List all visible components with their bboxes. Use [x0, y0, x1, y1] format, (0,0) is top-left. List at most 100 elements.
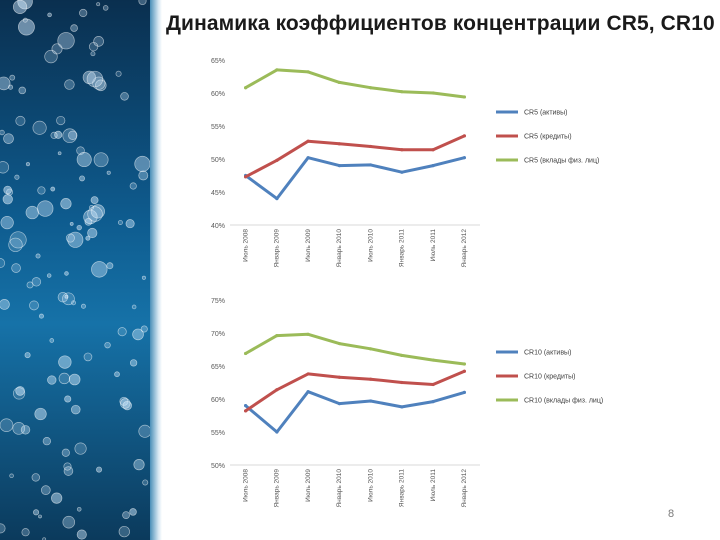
bubble-decoration	[0, 258, 6, 269]
bubble-decoration	[68, 373, 81, 386]
bubble-decoration	[90, 196, 99, 205]
bubble-decoration	[96, 466, 103, 473]
cr5-data-point	[400, 170, 404, 174]
bubble-decoration	[60, 198, 72, 210]
bubble-decoration	[129, 182, 137, 190]
cr5-data-point	[306, 139, 310, 143]
bubble-decoration	[2, 194, 13, 205]
cr10-data-point	[275, 430, 279, 434]
bubble-decoration	[11, 263, 21, 273]
cr5-series-line	[244, 156, 466, 201]
cr5-data-point	[275, 68, 279, 72]
cr5-data-point	[275, 197, 279, 201]
cr10-data-point	[431, 382, 435, 387]
bubble-decoration	[57, 32, 75, 50]
bubble-decoration	[141, 275, 146, 280]
bubble-decoration	[29, 300, 39, 311]
cr10-data-point	[462, 390, 466, 394]
cr5-data-point	[462, 95, 466, 99]
cr10-data-point	[337, 402, 341, 406]
cr10-data-point	[275, 334, 279, 338]
bubble-decoration	[76, 529, 87, 540]
cr5-chart: 65% 60% 55% 50% 45% 40% Июль 2008 Январь 2009 Ию…	[190, 52, 640, 284]
cr5-ytick-label: 55%	[211, 124, 225, 131]
cr10-legend-label: CR10 (активы)	[524, 350, 571, 357]
water-bubbles-image	[0, 0, 150, 540]
bubble-decoration	[17, 0, 33, 10]
cr5-xtick-label: Январь 2009	[274, 229, 281, 268]
bubble-decoration	[31, 473, 41, 482]
cr5-data-point	[400, 90, 404, 94]
cr10-ytick-label: 70%	[211, 331, 225, 338]
bubble-decoration	[88, 41, 99, 52]
bubble-decoration	[65, 233, 75, 243]
cr5-data-point	[337, 80, 341, 85]
cr5-xtick-label: Июль 2009	[305, 229, 312, 262]
cr10-data-point	[369, 399, 373, 403]
bubble-decoration	[129, 359, 138, 367]
cr10-data-point	[369, 347, 373, 351]
bubble-decoration	[34, 407, 47, 421]
bubble-decoration	[61, 448, 70, 457]
cr5-legend-label: CR5 (вклады физ. лиц)	[524, 158, 599, 165]
bubble-decoration	[31, 277, 42, 287]
bubble-decoration	[42, 537, 47, 540]
cr10-ytick-label: 75%	[211, 298, 225, 305]
cr5-series-line	[244, 134, 466, 179]
cr10-ytick-label: 65%	[211, 364, 225, 371]
bubble-decoration	[0, 161, 10, 174]
bubble-decoration	[12, 422, 26, 435]
bubble-decoration	[63, 462, 72, 471]
bubble-decoration	[51, 492, 63, 504]
cr10-xtick-label: Январь 2010	[336, 469, 343, 508]
cr10-data-point	[337, 341, 341, 346]
bubble-decoration	[18, 86, 27, 95]
bubble-decoration	[91, 261, 108, 278]
cr10-xtick-label: Июль 2010	[367, 469, 374, 502]
cr5-data-point	[337, 142, 341, 146]
bubble-decoration	[106, 262, 114, 270]
cr5-series-line	[244, 68, 466, 99]
bubble-decoration	[76, 224, 82, 231]
cr10-xtick-label: Январь 2009	[274, 469, 281, 508]
cr5-ytick-label: 65%	[211, 58, 225, 65]
bubble-decoration	[134, 155, 150, 172]
bubble-decoration	[76, 152, 92, 168]
cr10-data-point	[306, 332, 310, 336]
bubble-decoration	[24, 352, 31, 359]
cr10-data-point	[244, 409, 248, 413]
bubble-decoration	[67, 231, 84, 248]
bubble-decoration	[44, 49, 58, 64]
cr10-data-point	[244, 351, 248, 356]
bubble-decoration	[3, 133, 14, 144]
bubble-decoration	[22, 17, 28, 23]
bubble-decoration	[14, 174, 20, 180]
bubble-decoration	[69, 222, 74, 226]
bubble-decoration	[50, 186, 56, 192]
bubble-decoration	[95, 79, 107, 92]
cr10-data-point	[306, 390, 310, 394]
bubble-decoration	[79, 8, 88, 18]
cr5-xtick-label: Январь 2011	[399, 229, 406, 267]
cr10-data-point	[369, 377, 373, 381]
cr5-xtick-label: Июль 2011	[430, 229, 437, 262]
bubble-decoration	[20, 425, 31, 435]
slide-title: Динамика коэффициентов концентрации CR5,…	[166, 12, 715, 35]
cr10-series-line	[244, 390, 466, 434]
bubble-decoration	[125, 219, 135, 229]
bubble-decoration	[0, 418, 14, 433]
bubble-decoration	[64, 79, 75, 90]
bubble-decoration	[25, 205, 39, 220]
bubble-decoration	[21, 528, 30, 537]
bubble-decoration	[114, 371, 120, 378]
bubble-decoration	[35, 253, 41, 259]
cr5-data-point	[462, 134, 466, 138]
bubble-decoration	[62, 515, 76, 529]
cr5-data-point	[400, 148, 404, 152]
bubble-decoration	[62, 292, 75, 306]
bubble-decoration	[76, 506, 82, 512]
cr10-data-point	[306, 372, 310, 376]
bubble-decoration	[0, 299, 10, 310]
cr10-data-point	[431, 400, 435, 404]
cr5-data-point	[306, 70, 310, 74]
